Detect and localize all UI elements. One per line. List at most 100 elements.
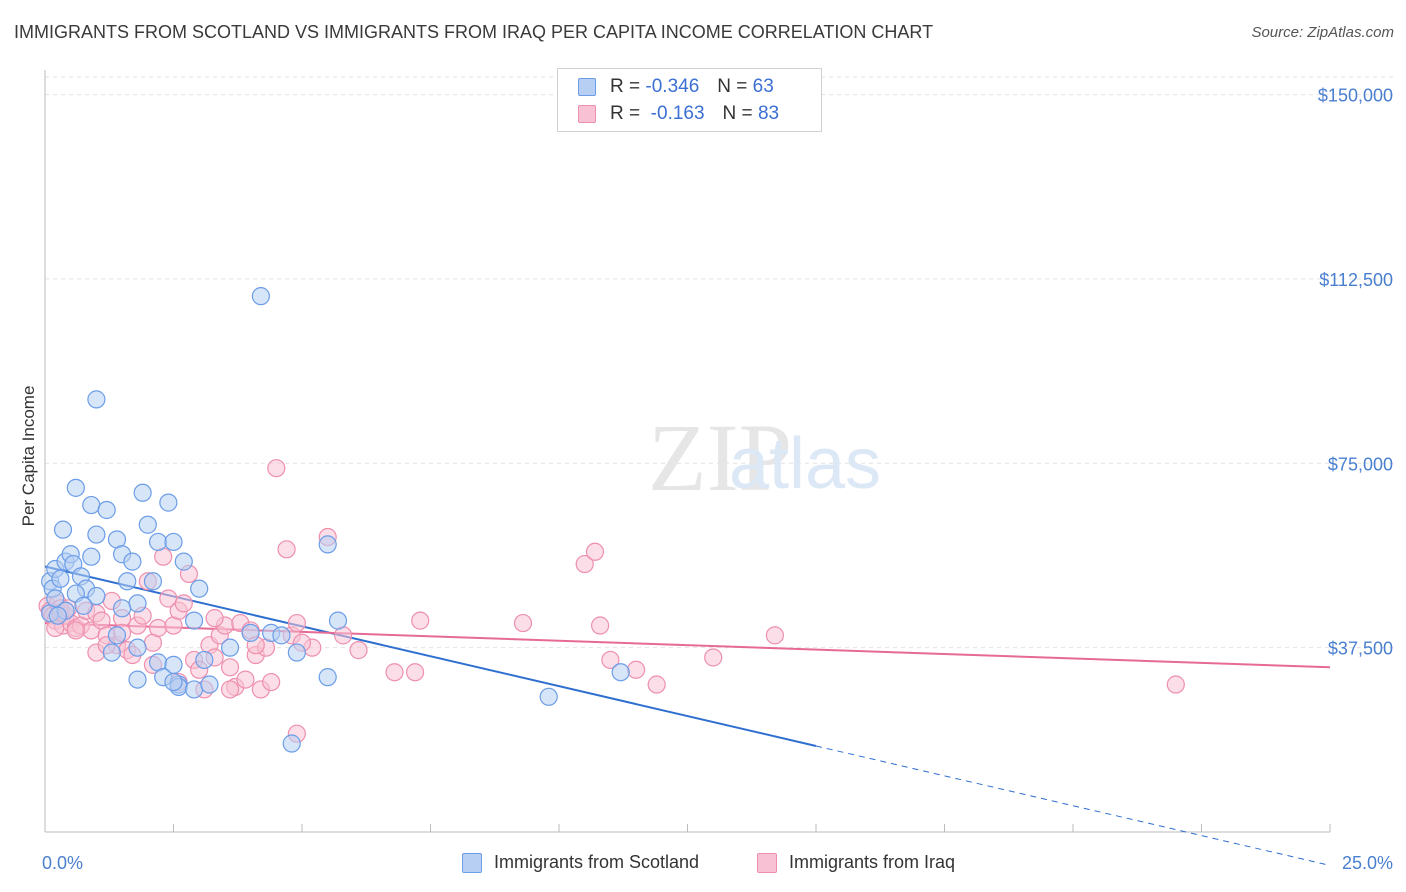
data-point-scotland	[97, 500, 116, 520]
chart-source: Source: ZipAtlas.com	[1251, 24, 1394, 41]
data-point-scotland	[74, 596, 93, 615]
trend-lines	[44, 565, 1331, 866]
trend-extension-scotland	[815, 745, 1331, 866]
scotland-legend-swatch	[462, 852, 482, 873]
legend-r-value-iraq: -0.163	[650, 103, 705, 124]
legend-row-scotland: R = -0.346 N = 63	[578, 75, 774, 99]
data-point-scotland	[128, 638, 147, 657]
data-point-scotland	[220, 638, 240, 657]
legend-row-iraq: R = -0.163 N = 83	[578, 102, 779, 126]
series-legend-iraq: Immigrants from Iraq	[757, 852, 955, 873]
data-point-scotland	[272, 626, 291, 645]
y-tick-label: $112,500	[1319, 270, 1393, 290]
data-point-scotland	[251, 287, 270, 306]
data-point-iraq	[385, 663, 404, 682]
series-name-iraq: Immigrants from Iraq	[789, 852, 956, 872]
data-point-iraq	[647, 675, 666, 694]
data-point-iraq	[277, 540, 296, 559]
data-point-scotland	[195, 650, 214, 670]
data-point-iraq	[205, 609, 224, 628]
data-points	[38, 287, 1185, 753]
y-tick-label: $75,000	[1328, 454, 1393, 474]
data-point-scotland	[241, 623, 260, 642]
data-point-scotland	[143, 572, 163, 591]
data-point-scotland	[184, 611, 204, 630]
data-point-scotland	[190, 579, 209, 598]
data-point-iraq	[575, 554, 594, 574]
series-name-scotland: Immigrants from Scotland	[494, 852, 700, 872]
data-point-iraq	[148, 618, 168, 638]
data-point-iraq	[236, 670, 255, 689]
x-tick-label-min: 0.0%	[42, 853, 83, 873]
data-point-scotland	[118, 572, 137, 591]
data-point-scotland	[123, 552, 142, 571]
data-point-scotland	[102, 643, 121, 662]
data-point-iraq	[513, 613, 533, 633]
y-tick-labels: $37,500 $75,000 $112,500 $150,000	[1318, 86, 1393, 659]
data-point-iraq	[220, 658, 240, 677]
data-point-iraq	[174, 594, 193, 613]
data-point-scotland	[87, 390, 106, 409]
y-axis-label: Per Capita Income	[19, 386, 38, 527]
data-point-scotland	[318, 535, 337, 554]
data-point-iraq	[1166, 675, 1185, 694]
data-point-iraq	[262, 672, 281, 692]
data-point-iraq	[287, 613, 306, 633]
iraq-swatch	[578, 105, 596, 123]
data-point-scotland	[174, 552, 193, 571]
data-point-iraq	[267, 459, 286, 478]
x-tick-label-max: 25.0%	[1342, 853, 1393, 873]
data-point-scotland	[328, 611, 348, 630]
data-point-iraq	[601, 650, 620, 670]
chart-title: IMMIGRANTS FROM SCOTLAND VS IMMIGRANTS F…	[14, 22, 934, 42]
data-point-iraq	[66, 621, 85, 640]
data-point-scotland	[282, 734, 301, 753]
data-point-iraq	[585, 542, 605, 561]
data-point-scotland	[539, 687, 558, 706]
legend-n-label: N =	[722, 103, 753, 124]
data-point-iraq	[765, 626, 784, 645]
legend-n-value-iraq: 83	[757, 103, 780, 124]
gridlines	[45, 76, 1395, 649]
data-point-iraq	[626, 660, 646, 679]
data-point-scotland	[48, 606, 67, 625]
data-point-iraq	[405, 663, 425, 682]
data-point-scotland	[128, 670, 147, 689]
data-point-scotland	[164, 672, 183, 692]
watermark-zip: ZIP	[648, 404, 792, 511]
series-legend-scotland: Immigrants from Scotland	[462, 852, 699, 873]
data-point-scotland	[287, 643, 306, 662]
data-point-iraq	[591, 616, 610, 635]
data-point-iraq	[220, 680, 240, 699]
legend-n-value-scotland: 63	[752, 76, 774, 97]
data-point-scotland	[184, 680, 204, 699]
data-point-scotland	[128, 594, 147, 613]
data-point-scotland	[164, 532, 183, 552]
data-point-scotland	[87, 525, 106, 544]
data-point-iraq	[704, 648, 723, 667]
watermark-atlas: atlas	[729, 424, 881, 504]
legend-r-label: R =	[610, 76, 641, 97]
data-point-scotland	[51, 569, 70, 588]
legend-n-label: N =	[717, 76, 748, 97]
data-point-scotland	[112, 599, 132, 618]
data-point-scotland	[133, 483, 152, 502]
data-point-iraq	[349, 641, 368, 660]
correlation-legend: R = -0.346 N = 63 R = -0.163 N = 83	[557, 68, 822, 132]
data-point-scotland	[82, 495, 101, 515]
data-point-scotland	[53, 520, 73, 539]
iraq-legend-swatch	[757, 852, 777, 873]
legend-r-label: R =	[610, 103, 641, 124]
data-point-scotland	[66, 478, 85, 497]
data-point-iraq	[411, 611, 430, 630]
data-point-scotland	[138, 515, 157, 534]
data-point-scotland	[611, 663, 630, 682]
legend-r-value-scotland: -0.346	[645, 76, 700, 97]
data-point-scotland	[318, 668, 337, 687]
scotland-swatch	[578, 78, 596, 96]
data-point-scotland	[107, 626, 127, 645]
y-tick-label: $37,500	[1328, 639, 1393, 659]
data-point-scotland	[200, 675, 219, 694]
data-point-scotland	[159, 493, 178, 512]
